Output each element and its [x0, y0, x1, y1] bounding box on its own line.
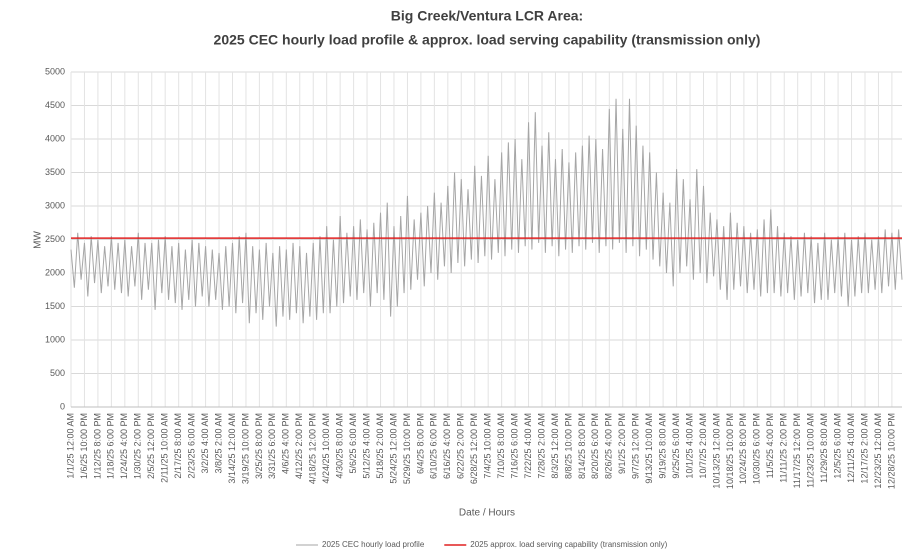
- x-tick-label: 4/12/25 2:00 PM: [294, 413, 304, 479]
- x-tick-label: 7/10/25 8:00 AM: [496, 413, 506, 479]
- y-tick-label: 3000: [45, 200, 65, 210]
- x-tick-label: 6/22/25 2:00 PM: [456, 413, 466, 479]
- x-tick-label: 5/18/25 2:00 AM: [375, 413, 385, 479]
- y-tick-label: 3500: [45, 167, 65, 177]
- x-tick-label: 11/11/25 2:00 PM: [779, 413, 789, 483]
- y-tick-label: 0: [60, 401, 65, 411]
- x-tick-label: 12/17/25 2:00 AM: [859, 413, 869, 484]
- x-tick-label: 6/10/25 6:00 PM: [429, 413, 439, 479]
- x-tick-label: 1/30/25 2:00 PM: [133, 413, 143, 479]
- x-tick-label: 9/13/25 10:00 AM: [644, 413, 654, 484]
- y-tick-label: 1000: [45, 334, 65, 344]
- legend-label: 2025 CEC hourly load profile: [322, 540, 425, 549]
- x-tick-label: 1/24/25 4:00 PM: [119, 413, 129, 479]
- x-tick-label: 10/18/25 10:00 PM: [725, 413, 735, 489]
- y-tick-label: 500: [50, 368, 65, 378]
- x-tick-label: 7/16/25 6:00 AM: [509, 413, 519, 479]
- x-tick-label: 7/4/25 10:00 AM: [483, 413, 493, 479]
- legend-label: 2025 approx. load serving capability (tr…: [470, 540, 667, 549]
- x-tick-label: 12/23/25 12:00 AM: [873, 413, 883, 489]
- x-tick-label: 4/18/25 12:00 PM: [308, 413, 318, 484]
- x-tick-label: 4/24/25 10:00 AM: [321, 413, 331, 484]
- x-tick-label: 5/6/25 6:00 AM: [348, 413, 358, 474]
- series-line: [70, 98, 903, 327]
- x-tick-label: 1/12/25 8:00 PM: [92, 413, 102, 479]
- x-tick-label: 1/1/25 12:00 AM: [65, 413, 75, 479]
- x-tick-label: 5/24/25 12:00 AM: [388, 413, 398, 484]
- x-tick-label: 3/25/25 8:00 PM: [254, 413, 264, 479]
- x-tick-label: 4/6/25 4:00 PM: [281, 413, 291, 474]
- x-tick-label: 10/7/25 2:00 AM: [698, 413, 708, 479]
- x-tick-label: 10/30/25 6:00 PM: [752, 413, 762, 484]
- y-tick-label: 1500: [45, 301, 65, 311]
- x-tick-label: 6/4/25 8:00 PM: [415, 413, 425, 474]
- x-tick-label: 3/8/25 2:00 AM: [213, 413, 223, 474]
- x-tick-label: 12/28/25 10:00 PM: [886, 413, 896, 489]
- x-tick-label: 11/29/25 8:00 AM: [819, 413, 829, 483]
- x-tick-label: 12/11/25 4:00 AM: [846, 413, 856, 483]
- x-tick-label: 1/6/25 10:00 PM: [79, 413, 89, 479]
- x-tick-label: 2/23/25 6:00 AM: [186, 413, 196, 479]
- x-tick-label: 11/23/25 10:00 AM: [806, 413, 816, 488]
- y-tick-label: 4500: [45, 100, 65, 110]
- x-tick-label: 12/5/25 6:00 AM: [832, 413, 842, 479]
- x-tick-label: 2/5/25 12:00 PM: [146, 413, 156, 479]
- x-tick-label: 6/16/25 4:00 PM: [442, 413, 452, 479]
- x-tick-label: 7/28/25 2:00 AM: [536, 413, 546, 479]
- x-tick-label: 2/17/25 8:00 AM: [173, 413, 183, 479]
- x-tick-label: 8/20/25 6:00 PM: [590, 413, 600, 479]
- x-tick-label: 8/26/25 4:00 PM: [604, 413, 614, 479]
- x-axis-title: Date / Hours: [459, 508, 515, 519]
- x-tick-label: 9/25/25 6:00 AM: [671, 413, 681, 479]
- x-tick-label: 3/19/25 10:00 PM: [240, 413, 250, 484]
- chart-title: Big Creek/Ventura LCR Area:: [391, 8, 583, 24]
- x-tick-label: 9/19/25 8:00 AM: [658, 413, 668, 479]
- x-tick-label: 7/22/25 4:00 AM: [523, 413, 533, 479]
- x-tick-label: 1/18/25 6:00 PM: [106, 413, 116, 479]
- y-tick-label: 5000: [45, 66, 65, 76]
- y-tick-label: 2500: [45, 234, 65, 244]
- x-tick-label: 4/30/25 8:00 AM: [335, 413, 345, 479]
- x-tick-label: 10/24/25 8:00 PM: [738, 413, 748, 484]
- x-tick-label: 8/14/25 8:00 PM: [577, 413, 587, 479]
- x-tick-label: 3/14/25 12:00 AM: [227, 413, 237, 484]
- y-tick-label: 2000: [45, 267, 65, 277]
- x-tick-label: 10/13/25 12:00 AM: [711, 413, 721, 489]
- y-tick-label: 4000: [45, 133, 65, 143]
- x-tick-label: 3/31/25 6:00 PM: [267, 413, 277, 479]
- x-tick-label: 10/1/25 4:00 AM: [684, 413, 694, 479]
- x-tick-label: 8/8/25 10:00 PM: [563, 413, 573, 479]
- y-axis-title: MW: [33, 231, 44, 249]
- x-tick-label: 11/5/25 4:00 PM: [765, 413, 775, 478]
- x-tick-label: 2/11/25 10:00 AM: [160, 413, 170, 483]
- x-tick-label: 3/2/25 4:00 AM: [200, 413, 210, 474]
- x-tick-label: 9/7/25 12:00 PM: [631, 413, 641, 479]
- x-tick-label: 9/1/25 2:00 PM: [617, 413, 627, 474]
- chart-subtitle: 2025 CEC hourly load profile & approx. l…: [214, 32, 761, 48]
- x-tick-label: 6/28/25 12:00 PM: [469, 413, 479, 484]
- x-tick-label: 8/3/25 12:00 AM: [550, 413, 560, 479]
- x-tick-label: 11/17/25 12:00 PM: [792, 413, 802, 488]
- x-tick-label: 5/12/25 4:00 AM: [361, 413, 371, 479]
- x-tick-label: 5/29/25 10:00 PM: [402, 413, 412, 484]
